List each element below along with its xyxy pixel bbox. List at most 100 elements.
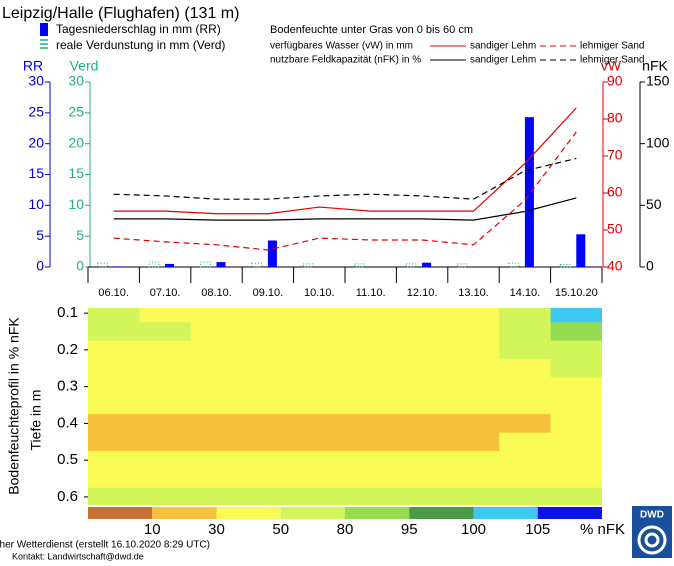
heatmap-cell	[447, 308, 500, 323]
scale-label: 50	[272, 521, 289, 538]
x-tick-label: 09.10.	[253, 287, 284, 299]
heatmap-cell	[396, 377, 449, 397]
x-tick-label: 15.10.20	[555, 287, 598, 299]
line-series	[113, 107, 577, 215]
line-series	[113, 197, 577, 221]
tick-label: 90	[607, 73, 623, 89]
heatmap-cell	[190, 414, 243, 434]
heatmap-cell	[499, 414, 552, 434]
heatmap-cell	[550, 377, 602, 397]
footer-line: Kontakt: Landwirtschaft@dwd.de	[12, 551, 144, 561]
scale-label: 80	[337, 521, 354, 538]
scale-swatch	[280, 507, 345, 519]
heatmap-cell	[550, 432, 602, 452]
heatmap-cell	[293, 340, 346, 360]
heatmap-cell	[447, 377, 500, 397]
heatmap-cell	[396, 487, 449, 505]
heatmap-cell	[242, 414, 295, 434]
heatmap-cell	[550, 487, 602, 505]
rr-bar	[267, 240, 277, 267]
heatmap-cell	[242, 322, 295, 342]
axis-title: RR	[23, 58, 43, 74]
verd-bar	[148, 261, 160, 268]
heatmap-cell	[345, 414, 397, 434]
heatmap-cell	[242, 395, 295, 415]
scale-label: 105	[525, 521, 550, 538]
logo-box	[632, 506, 672, 558]
heatmap-cell	[499, 359, 552, 378]
logo-swirl	[637, 525, 667, 555]
legend-group-label: verfügbares Wasser (vW) in mm	[270, 41, 413, 52]
x-tick-label: 11.10.	[356, 287, 386, 299]
heatmap-cell	[345, 432, 397, 452]
heatmap-cell	[139, 322, 192, 342]
heatmap-cell	[447, 487, 500, 505]
heatmap-cell	[396, 340, 449, 360]
axis-title: Verd	[70, 58, 99, 74]
heatmap-cell	[293, 414, 346, 434]
heatmap-cell	[345, 308, 397, 323]
heatmap-cell	[550, 340, 602, 360]
heatmap-cell	[88, 450, 140, 470]
verd-bar	[302, 263, 314, 268]
heatmap-cell	[345, 340, 397, 360]
heatmap-cell	[88, 308, 140, 323]
heatmap-cell	[499, 487, 552, 505]
heatmap-cell	[190, 469, 243, 489]
legend-label: lehmiger Sand	[580, 55, 644, 66]
heatmap-cell	[190, 340, 243, 360]
heatmap-cell	[88, 432, 140, 452]
y-axis-title: Bodenfeuchteprofil in % nFK	[6, 317, 22, 495]
heatmap-cell	[499, 340, 552, 360]
scale-swatch	[345, 507, 410, 519]
heatmap-cell	[88, 395, 140, 415]
heatmap-cell	[550, 450, 602, 470]
heatmap-cell	[139, 487, 192, 505]
heatmap-cell	[550, 359, 602, 378]
tick-label: 15	[28, 165, 44, 181]
heatmap-cell	[396, 395, 449, 415]
heatmap-cell	[190, 308, 243, 323]
heatmap-cell	[242, 359, 295, 378]
heatmap-cell	[190, 322, 243, 342]
heatmap-cell	[242, 487, 295, 505]
heatmap-cell	[293, 469, 346, 489]
title: Leipzig/Halle (Flughafen) (131 m)	[2, 5, 239, 22]
heatmap-cell	[293, 432, 346, 452]
heatmap-cell	[242, 308, 295, 323]
heatmap-cell	[447, 414, 500, 434]
heatmap-cell	[139, 432, 192, 452]
heatmap-cell	[396, 469, 449, 489]
tick-label: 80	[607, 110, 623, 126]
tick-label: 10	[28, 196, 44, 212]
tick-label: 30	[28, 73, 44, 89]
scale-swatch	[216, 507, 281, 519]
scale-label: 10	[144, 521, 161, 538]
rr-bar	[422, 262, 432, 267]
axis-title: vW	[601, 58, 622, 74]
heatmap-cell	[499, 450, 552, 470]
rr-bar	[524, 117, 534, 268]
x-tick-label: 12.10.	[407, 287, 438, 299]
heatmap-cell	[88, 359, 140, 378]
heatmap-cell	[190, 450, 243, 470]
tick-label: 70	[607, 147, 623, 163]
verd-bar	[354, 263, 366, 268]
heatmap-cell	[190, 432, 243, 452]
tick-label: 150	[646, 73, 670, 89]
heatmap-cell	[447, 450, 500, 470]
tick-label: 0	[646, 258, 654, 274]
y-tick-label: 0.6	[57, 488, 78, 505]
scale-label: 30	[208, 521, 225, 538]
heatmap-cell	[447, 469, 500, 489]
legend-label: lehmiger Sand	[580, 41, 644, 52]
heatmap-cell	[345, 377, 397, 397]
tick-label: 40	[607, 258, 623, 274]
y-tick-label: 0.1	[57, 304, 78, 321]
scale-label: 100	[461, 521, 486, 538]
heatmap-cell	[293, 377, 346, 397]
heatmap-cell	[499, 377, 552, 397]
heatmap-cell	[447, 359, 500, 378]
tick-label: 10	[68, 196, 84, 212]
